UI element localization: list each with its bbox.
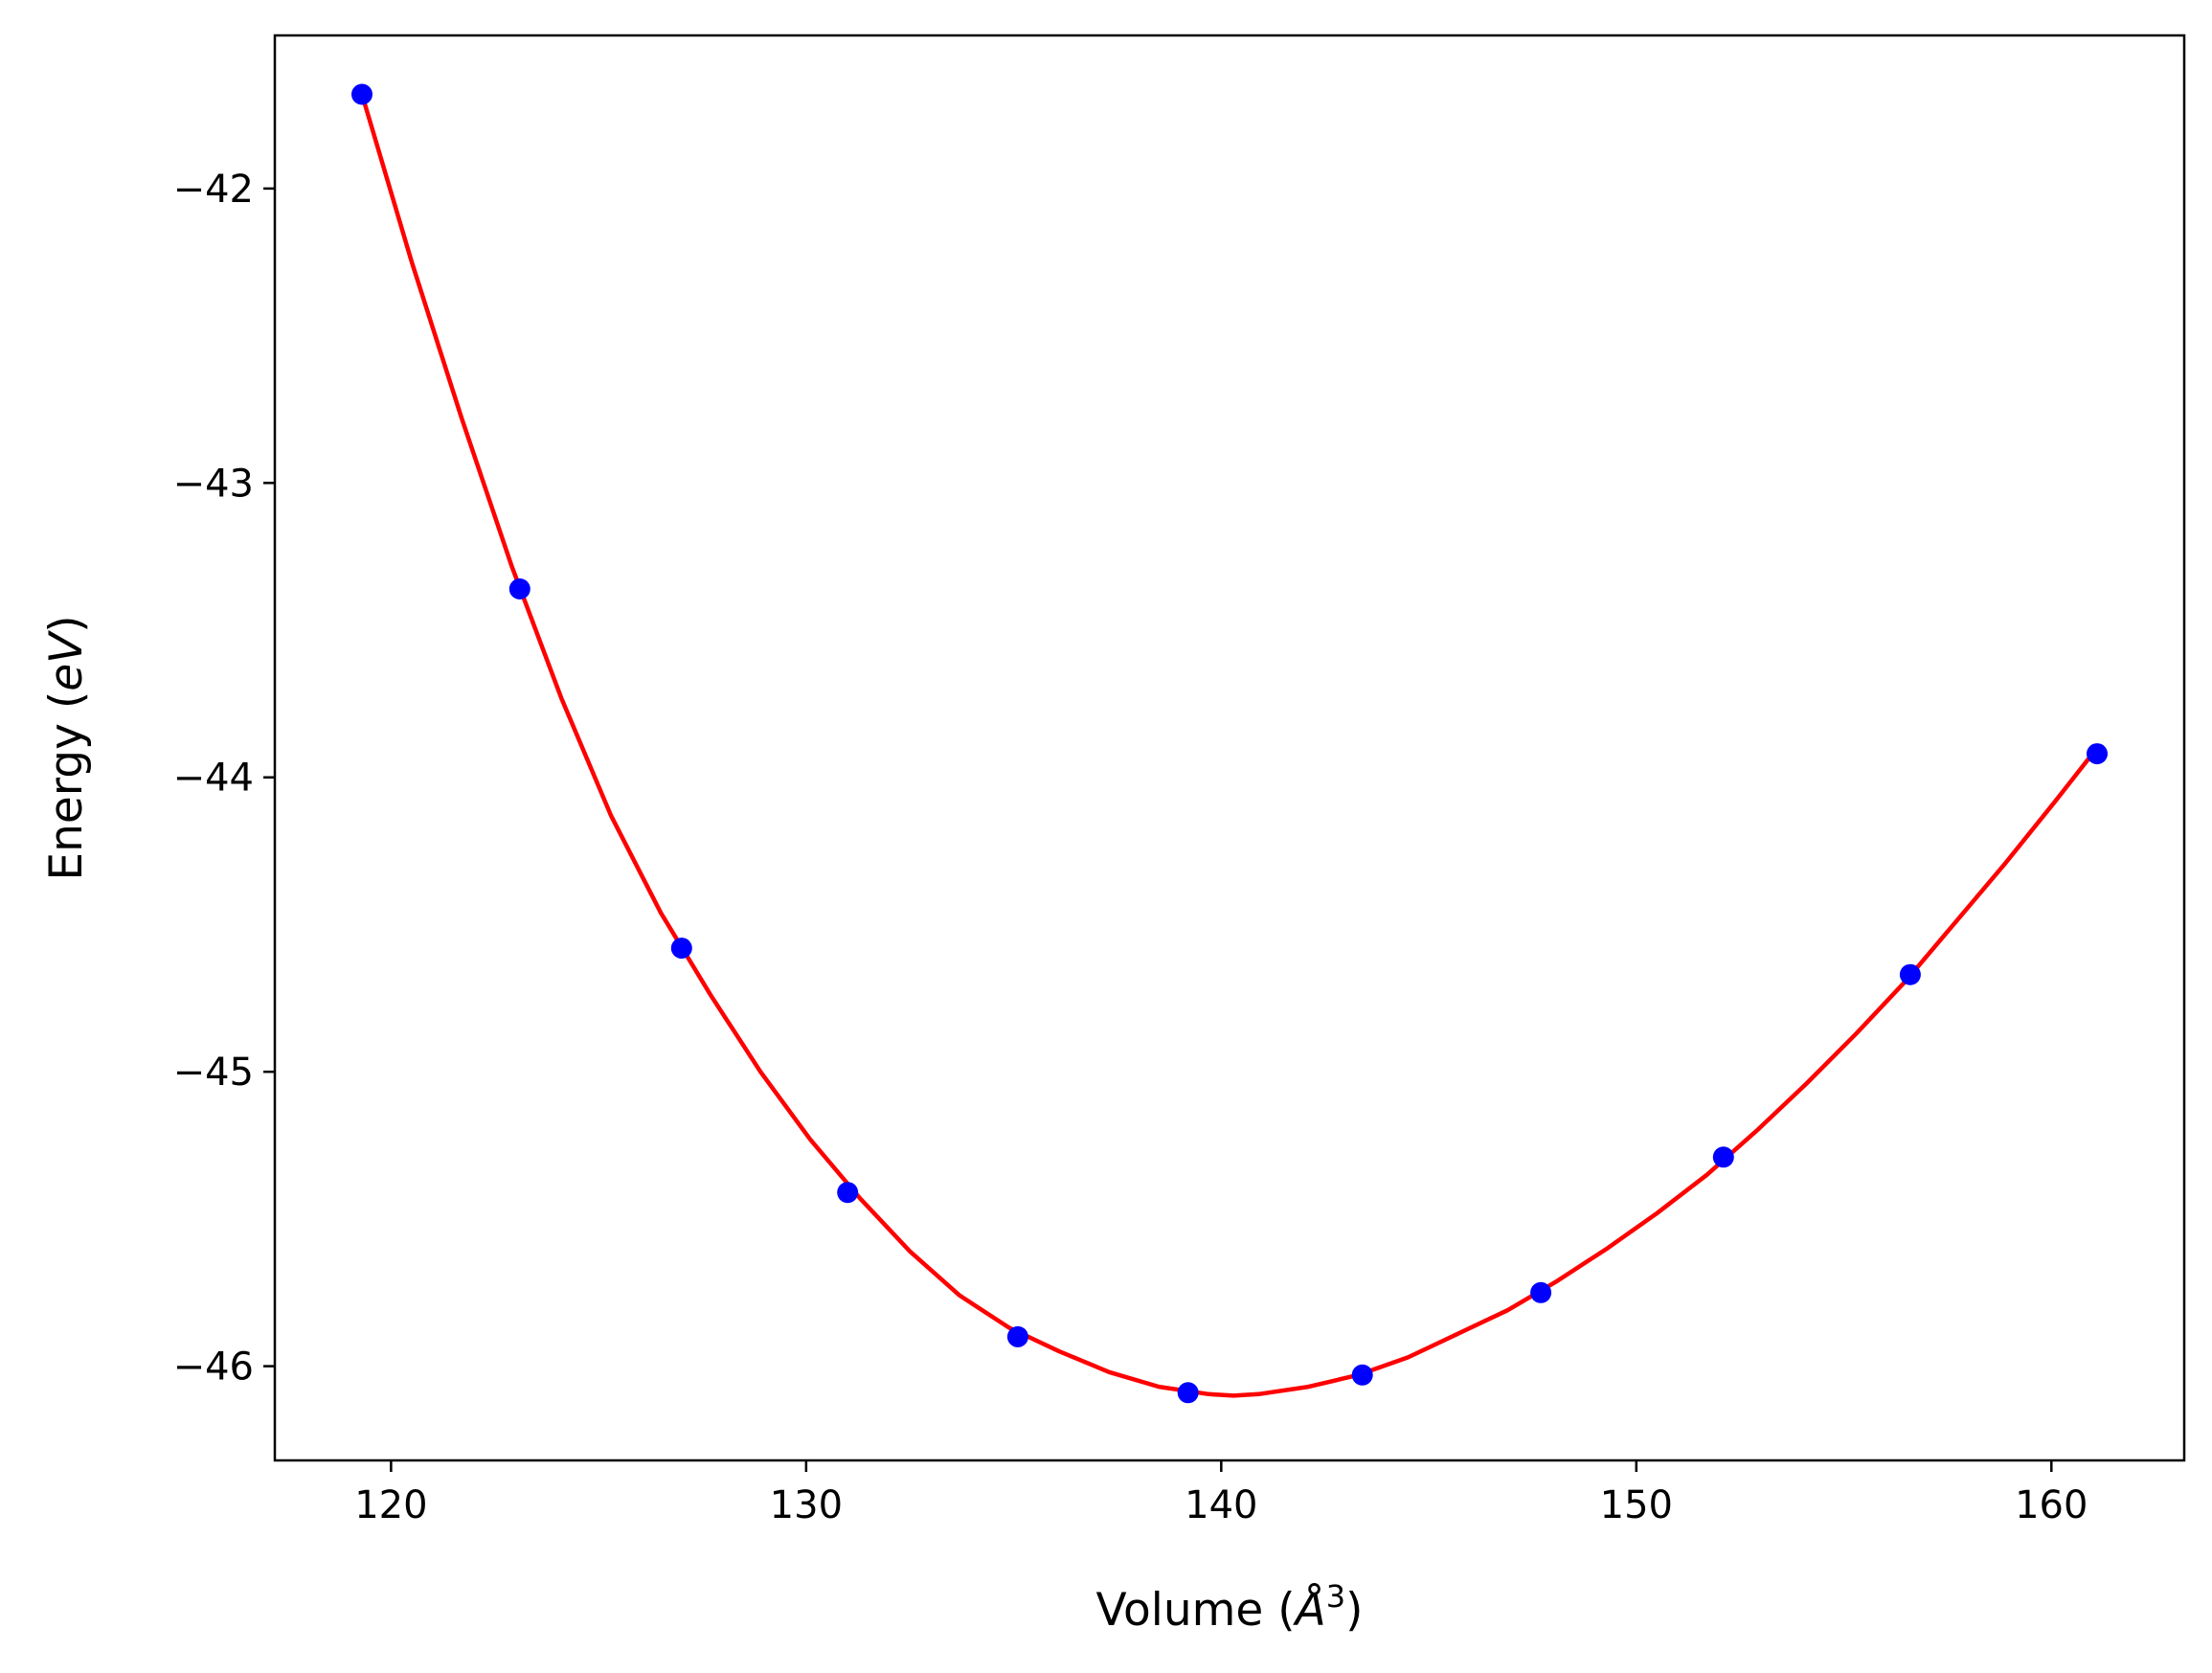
data-point — [508, 578, 530, 599]
data-point — [1351, 1364, 1373, 1386]
plot-area — [275, 35, 2184, 1460]
x-tick-label: 120 — [354, 1483, 427, 1527]
plot-frame — [273, 34, 2186, 1462]
x-axis-label: Volume (Å3) — [1096, 1578, 1364, 1637]
y-axis-label: Energy (eV) — [40, 615, 93, 880]
fit-curve-line — [359, 92, 2100, 1398]
data-point — [2087, 743, 2108, 765]
data-point — [1899, 963, 1921, 985]
y-tick-label: −44 — [173, 757, 254, 801]
y-tick-label: −43 — [173, 462, 254, 506]
y-tick-label: −45 — [173, 1051, 254, 1095]
y-tick-label: −42 — [173, 168, 254, 212]
data-point — [1177, 1382, 1199, 1404]
data-point — [1006, 1325, 1028, 1347]
x-tick-label: 140 — [1185, 1483, 1257, 1527]
x-axis-ticks: 120 130 140 150 160 — [354, 1460, 2088, 1527]
data-point — [837, 1182, 859, 1204]
data-point — [1530, 1281, 1552, 1303]
x-tick-label: 150 — [1600, 1483, 1673, 1527]
data-points-layer — [351, 83, 2108, 1404]
data-point — [1712, 1146, 1734, 1168]
y-axis-ticks: −42 −43 −44 −45 −46 — [173, 168, 275, 1390]
x-tick-label: 160 — [2015, 1483, 2088, 1527]
fit-curve-layer — [359, 92, 2100, 1398]
y-tick-label: −46 — [173, 1345, 254, 1390]
data-point — [670, 938, 692, 960]
data-point — [351, 83, 372, 105]
x-tick-label: 130 — [770, 1483, 843, 1527]
